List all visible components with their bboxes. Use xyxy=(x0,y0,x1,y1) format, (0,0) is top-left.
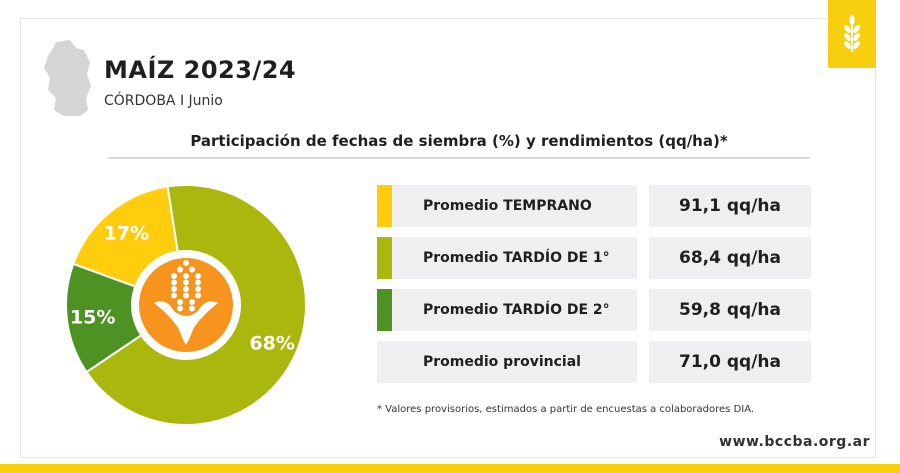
donut-chart: 17% 68% 15% xyxy=(65,185,307,425)
legend-label: Promedio TARDÍO DE 1° xyxy=(423,250,610,266)
divider xyxy=(108,157,810,159)
yield-value: 68,4 qq/ha xyxy=(649,237,811,279)
page-title: MAÍZ 2023/24 xyxy=(104,56,297,84)
legend-label-box: Promedio provincial xyxy=(377,341,637,383)
footnote: * Valores provisorios, estimados a parti… xyxy=(377,404,755,415)
slice-label: 68% xyxy=(249,333,294,355)
legend-swatch xyxy=(377,289,392,331)
wheat-icon xyxy=(844,15,860,52)
corn-icon xyxy=(154,260,218,345)
legend-label-box: Promedio TARDÍO DE 2° xyxy=(377,289,637,331)
legend-row: Promedio provincial 71,0 qq/ha xyxy=(377,341,811,383)
legend-label-box: Promedio TEMPRANO xyxy=(377,185,637,227)
legend-label-box: Promedio TARDÍO DE 1° xyxy=(377,237,637,279)
legend-label: Promedio TARDÍO DE 2° xyxy=(423,302,610,318)
footer-bar xyxy=(0,464,900,473)
legend-row: Promedio TARDÍO DE 1° 68,4 qq/ha xyxy=(377,237,811,279)
slice-label: 15% xyxy=(70,306,115,328)
yield-value: 59,8 qq/ha xyxy=(649,289,811,331)
website-link[interactable]: www.bccba.org.ar xyxy=(719,434,870,450)
corn-icon-badge xyxy=(139,258,233,352)
legend-swatch xyxy=(377,185,392,227)
yield-value: 71,0 qq/ha xyxy=(649,341,811,383)
yield-value: 91,1 qq/ha xyxy=(649,185,811,227)
slice-label: 17% xyxy=(104,222,149,244)
chart-title: Participación de fechas de siembra (%) y… xyxy=(190,132,728,150)
pie-slice xyxy=(65,262,189,374)
legend-row: Promedio TEMPRANO 91,1 qq/ha xyxy=(377,185,811,227)
legend-swatch xyxy=(377,237,392,279)
page-subtitle: CÓRDOBA I Junio xyxy=(104,93,223,109)
legend-row: Promedio TARDÍO DE 2° 59,8 qq/ha xyxy=(377,289,811,331)
brand-logo xyxy=(828,0,876,68)
legend-label: Promedio provincial xyxy=(423,354,581,370)
legend-label: Promedio TEMPRANO xyxy=(423,198,592,214)
cordoba-map-icon xyxy=(44,40,91,116)
